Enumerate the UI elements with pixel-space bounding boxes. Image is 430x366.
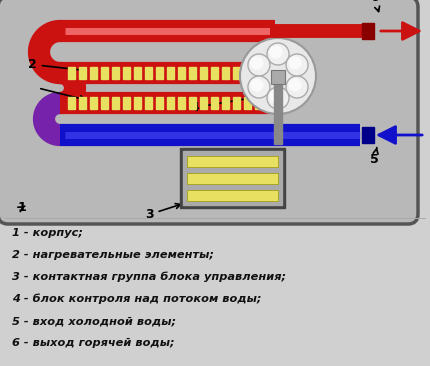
Bar	[145, 67, 152, 79]
Bar	[211, 67, 218, 79]
FancyBboxPatch shape	[0, 0, 418, 224]
Text: 2: 2	[28, 58, 86, 72]
Bar	[156, 67, 163, 79]
Circle shape	[248, 76, 270, 98]
Text: 6 - выход горячей воды;: 6 - выход горячей воды;	[12, 338, 175, 348]
Circle shape	[286, 54, 308, 76]
Circle shape	[270, 45, 283, 59]
Bar	[79, 97, 86, 109]
Bar	[200, 97, 207, 109]
Circle shape	[289, 78, 302, 92]
Bar	[90, 97, 97, 109]
Circle shape	[240, 38, 316, 114]
Text: 1: 1	[18, 201, 27, 214]
Bar	[156, 97, 163, 109]
Bar	[90, 67, 97, 79]
Bar	[101, 97, 108, 109]
Bar	[183, 151, 282, 205]
Text: 3: 3	[145, 203, 181, 221]
Circle shape	[267, 87, 289, 109]
Bar	[167, 97, 174, 109]
Text: 3 - контактная группа блока управления;: 3 - контактная группа блока управления;	[12, 272, 286, 283]
Circle shape	[248, 54, 270, 76]
Circle shape	[250, 56, 264, 70]
Bar	[274, 76, 282, 144]
Bar	[134, 67, 141, 79]
Bar	[79, 67, 86, 79]
Bar	[112, 67, 119, 79]
Text: 4 - блок контроля над потоком воды;: 4 - блок контроля над потоком воды;	[12, 294, 261, 305]
Bar	[362, 23, 374, 39]
Bar	[180, 148, 285, 208]
Bar	[145, 97, 152, 109]
Bar	[101, 67, 108, 79]
Text: 6: 6	[370, 0, 380, 12]
Circle shape	[250, 78, 264, 92]
Text: 5 - вход холодной воды;: 5 - вход холодной воды;	[12, 316, 176, 326]
Bar	[178, 97, 185, 109]
Bar	[187, 156, 278, 167]
Bar	[134, 97, 141, 109]
Bar	[271, 70, 285, 84]
Bar	[68, 97, 75, 109]
Bar	[255, 67, 262, 79]
Bar	[233, 97, 240, 109]
Circle shape	[270, 89, 283, 102]
Bar	[123, 67, 130, 79]
Bar	[255, 97, 262, 109]
Circle shape	[289, 56, 302, 70]
Bar	[211, 97, 218, 109]
Bar	[200, 67, 207, 79]
Bar	[187, 173, 278, 184]
Text: 5: 5	[370, 147, 379, 166]
Bar	[222, 97, 229, 109]
Text: 1 - корпус;: 1 - корпус;	[12, 228, 83, 238]
Bar	[189, 97, 196, 109]
Bar	[189, 67, 196, 79]
Circle shape	[267, 43, 289, 65]
Bar	[187, 190, 278, 201]
Bar	[233, 67, 240, 79]
Bar	[178, 67, 185, 79]
Text: 4: 4	[190, 95, 258, 114]
Circle shape	[286, 76, 308, 98]
Bar	[123, 97, 130, 109]
Bar	[68, 67, 75, 79]
Text: 2 - нагревательные элементы;: 2 - нагревательные элементы;	[12, 250, 214, 260]
Bar	[167, 67, 174, 79]
Bar	[244, 97, 251, 109]
Bar	[112, 97, 119, 109]
Bar	[244, 67, 251, 79]
Bar	[362, 127, 374, 143]
Bar	[222, 67, 229, 79]
